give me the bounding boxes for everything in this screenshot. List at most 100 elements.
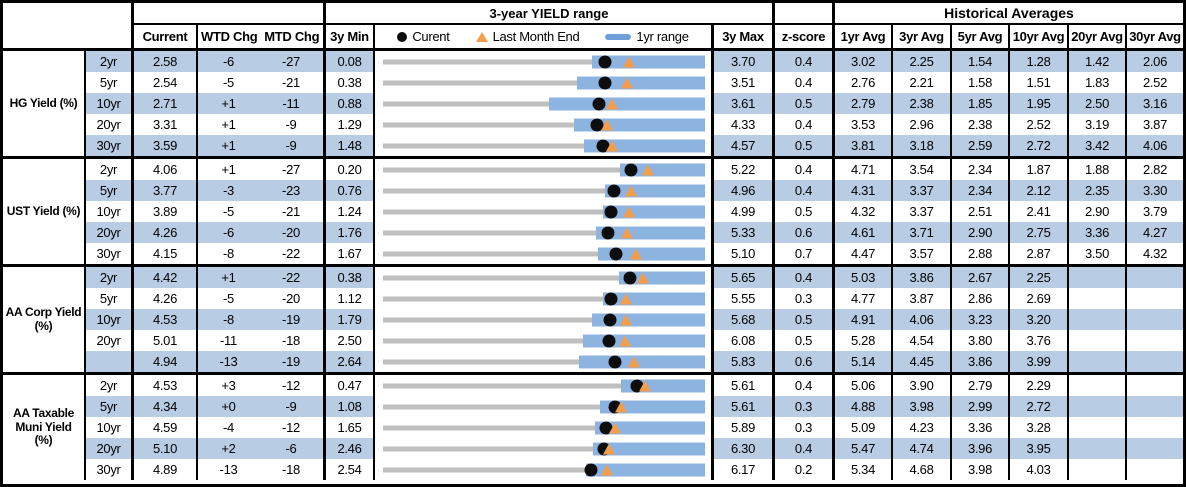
1yr-avg-value: 2.79 (832, 93, 891, 114)
chart-track (383, 159, 705, 180)
header-blank-above-zscore (772, 3, 832, 25)
3y-range-line (383, 251, 705, 256)
3y-max-value: 5.89 (711, 417, 772, 438)
20yr-avg-value: 2.50 (1067, 93, 1125, 114)
5yr-avg-value: 3.86 (950, 351, 1008, 372)
z-score-value: 0.4 (772, 438, 832, 459)
yield-range-chart-cell (373, 351, 711, 372)
1yr-avg-value: 5.06 (832, 375, 891, 396)
chart-track (383, 417, 705, 438)
tenor-label: 10yr (86, 309, 131, 330)
1yr-avg-value: 3.02 (832, 51, 891, 72)
current-dot-icon (609, 247, 623, 260)
yield-range-chart-cell (373, 288, 711, 309)
mtd-chg-value: -9 (259, 135, 323, 156)
z-score-value: 0.5 (772, 309, 832, 330)
last-month-end-triangle-icon (638, 380, 651, 391)
mtd-chg-value: -12 (282, 420, 300, 435)
col-header-3y-max: 3y Max (711, 25, 772, 48)
tenor-label: 2yr (86, 267, 131, 288)
z-score-value: 0.6 (772, 351, 832, 372)
3yr-avg-value: 3.98 (891, 396, 950, 417)
z-score-value: 0.4 (772, 267, 832, 288)
10yr-avg-value: 3.20 (1008, 309, 1067, 330)
current-value: 4.42 (131, 267, 196, 288)
tenor-label: 2yr (86, 51, 131, 72)
table-row: 20yr 5.10 +2 -6 2.46 6.30 0.4 5.47 4.74 3.96 3.95 (86, 438, 1183, 459)
10yr-avg-value: 2.41 (1008, 201, 1067, 222)
3yr-avg-value: 2.38 (891, 93, 950, 114)
legend-last-month-end-label: Last Month End (492, 29, 580, 44)
30yr-avg-value: 4.27 (1125, 222, 1183, 243)
last-month-end-triangle-icon (625, 185, 638, 196)
5yr-avg-value: 3.96 (950, 438, 1008, 459)
3y-min-value: 1.08 (323, 396, 373, 417)
chart-track (383, 51, 705, 72)
z-score-value: 0.4 (772, 180, 832, 201)
last-month-end-triangle-icon (600, 119, 613, 130)
3yr-avg-value: 3.71 (891, 222, 950, 243)
mtd-chg-value: -20 (259, 222, 323, 243)
tenor-label: 20yr (86, 438, 131, 459)
table-row: 2yr 2.58 -6 -27 0.08 3.70 0.4 3.02 2.25 1.54 1.28 1… (86, 51, 1183, 72)
last-month-end-triangle-icon (623, 56, 636, 67)
30yr-avg-value: 2.52 (1125, 72, 1183, 93)
yield-range-chart-cell (373, 51, 711, 72)
z-score-value: 0.6 (772, 222, 832, 243)
current-dot-icon (602, 334, 616, 347)
mtd-chg-value: -27 (282, 162, 300, 177)
3y-max-value: 5.55 (711, 288, 772, 309)
5yr-avg-value: 2.59 (950, 135, 1008, 156)
last-month-end-triangle-icon (609, 422, 622, 433)
current-value: 4.15 (131, 243, 196, 264)
table-row: 2yr 4.06 +1 -27 0.20 5.22 0.4 4.71 3.54 2.34 1.87 1… (86, 159, 1183, 180)
1yr-range-bar (578, 355, 705, 368)
row-group-label: AA Taxable Muni Yield (%) (3, 375, 86, 480)
current-value: 4.26 (131, 288, 196, 309)
30yr-avg-value (1125, 438, 1183, 459)
3y-min-value: 2.50 (323, 330, 373, 351)
col-header-5yr-avg: 5yr Avg (950, 25, 1008, 48)
col-header-3y-min: 3y Min (323, 25, 373, 48)
tenor-label: 30yr (96, 462, 121, 477)
5yr-avg-value: 3.36 (950, 417, 1008, 438)
col-header-current: Current (131, 25, 196, 48)
chart-track (383, 351, 705, 372)
table-row: 10yr 3.89 -5 -21 1.24 4.99 0.5 4.32 3.37 2.51 2.41… (86, 201, 1183, 222)
chart-track (383, 288, 705, 309)
3yr-avg-value: 4.68 (891, 459, 950, 480)
yield-section: AA Corp Yield (%) 2yr 4.42 +1 -22 0.38 5.65 0.4… (3, 264, 1183, 372)
3yr-avg-value: 3.54 (891, 159, 950, 180)
current-dot-icon (603, 313, 617, 326)
chart-track (383, 201, 705, 222)
3y-max-value: 5.10 (711, 243, 772, 264)
10yr-avg-value: 3.76 (1008, 330, 1067, 351)
30yr-avg-value: 3.30 (1125, 180, 1183, 201)
current-value: 3.89 (131, 201, 196, 222)
3y-min-value: 0.38 (323, 72, 373, 93)
yield-range-chart-cell (373, 222, 711, 243)
yield-range-chart-cell (373, 93, 711, 114)
1yr-avg-value: 5.14 (832, 351, 891, 372)
z-score-value: 0.4 (772, 159, 832, 180)
current-dot-icon (590, 118, 604, 131)
current-value: 4.53 (131, 309, 196, 330)
10yr-avg-value: 2.72 (1008, 396, 1067, 417)
tenor-label: 5yr (99, 291, 118, 306)
current-value: 4.26 (131, 222, 196, 243)
30yr-avg-value (1125, 375, 1183, 396)
1yr-range-bar (549, 97, 705, 110)
1yr-avg-value: 2.76 (832, 72, 891, 93)
3yr-avg-value: 2.21 (891, 72, 950, 93)
z-score-value: 0.4 (772, 375, 832, 396)
5yr-avg-value: 2.99 (950, 396, 1008, 417)
1yr-avg-value: 4.61 (832, 222, 891, 243)
5yr-avg-value: 2.34 (950, 180, 1008, 201)
1yr-avg-value: 5.28 (832, 330, 891, 351)
3y-max-value: 5.61 (711, 396, 772, 417)
3y-range-line (383, 359, 705, 364)
table-row: 20yr 3.31 +1 -9 1.29 4.33 0.4 3.53 2.96 2.38 2.52 3… (86, 114, 1183, 135)
current-value: 4.59 (131, 417, 196, 438)
current-value: 5.01 (131, 330, 196, 351)
3y-max-value: 6.08 (711, 330, 772, 351)
